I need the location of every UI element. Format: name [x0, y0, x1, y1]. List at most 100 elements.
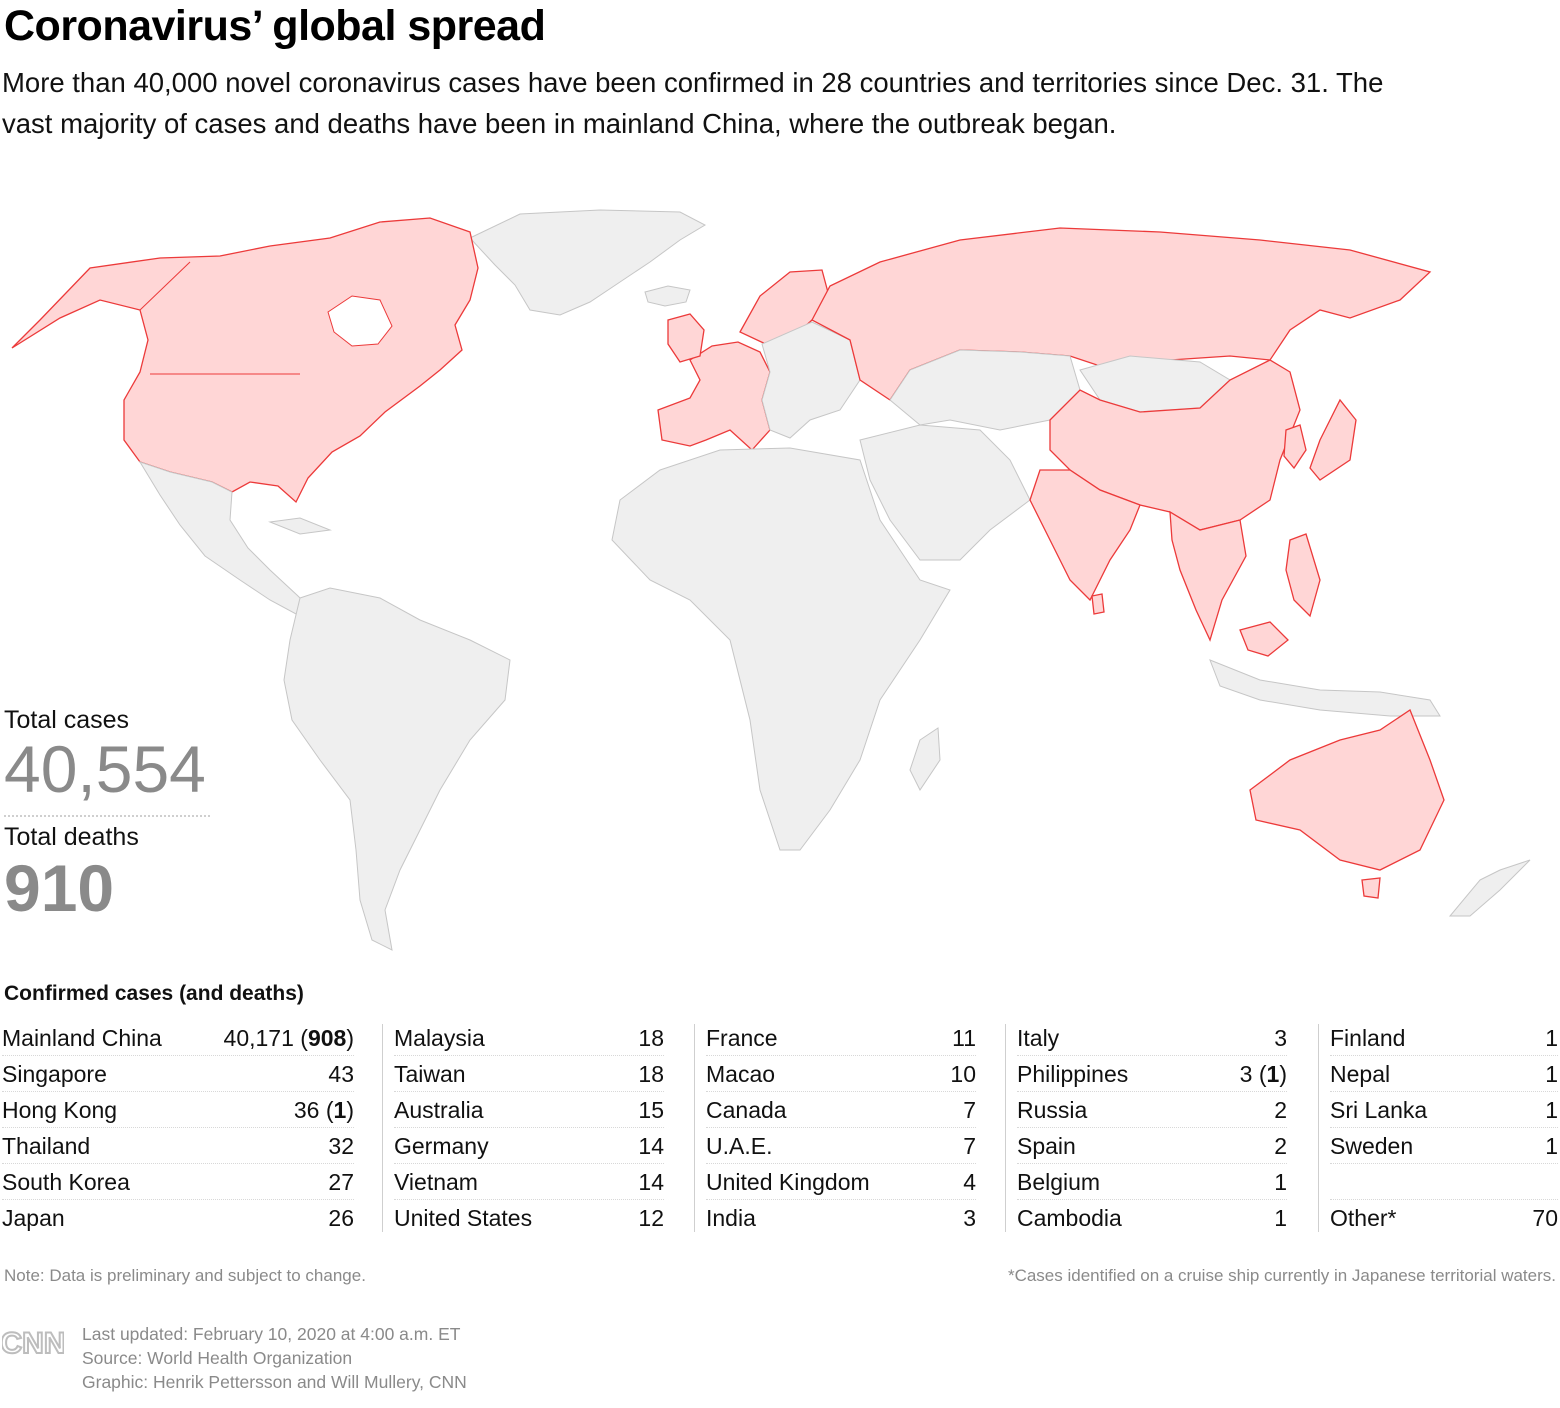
cases-value: 1 [1545, 1133, 1558, 1159]
total-deaths-value: 910 [4, 851, 115, 925]
case-count: 43 [328, 1056, 354, 1092]
page-title: Coronavirus’ global spread [4, 2, 546, 50]
cases-value: 1 [1545, 1025, 1558, 1051]
source: Source: World Health Organization [82, 1348, 353, 1368]
table-column: Malaysia 18 Taiwan 18 Australia 15 Germany 14 Vi… [382, 1020, 664, 1236]
case-count: 27 [328, 1164, 354, 1200]
country-name: Macao [706, 1061, 776, 1087]
case-count: 26 [328, 1200, 354, 1236]
cases-value: 1 [1545, 1061, 1558, 1087]
case-count: 14 [638, 1128, 664, 1164]
cases-value: 3 [1274, 1025, 1287, 1051]
table-row: Australia 15 [394, 1092, 664, 1128]
map-middle-east [859, 424, 1031, 561]
table-row: India 3 [706, 1200, 976, 1236]
map-madagascar [909, 727, 941, 791]
case-count: 11 [952, 1020, 976, 1056]
cases-value: 4 [963, 1169, 976, 1195]
case-count: 1 [1545, 1056, 1558, 1092]
case-count: 2 [1274, 1092, 1287, 1128]
total-cases-label: Total cases [4, 706, 130, 734]
table-row: Russia 2 [1017, 1092, 1287, 1128]
table-row: Mainland China 40,171 (908) [2, 1020, 354, 1056]
map-india [1029, 469, 1141, 602]
map-japan [1309, 398, 1357, 481]
case-count: 7 [963, 1092, 976, 1128]
country-name: India [706, 1205, 756, 1231]
country-name: Malaysia [394, 1025, 485, 1051]
country-name: Spain [1017, 1133, 1076, 1159]
cases-value: 11 [952, 1025, 976, 1051]
country-name: France [706, 1025, 778, 1051]
map-philippines [1285, 533, 1321, 618]
table-column: Mainland China 40,171 (908) Singapore 43 Hon… [2, 1020, 354, 1236]
deaths-value: 908 [307, 1025, 347, 1051]
cases-value: 18 [638, 1061, 664, 1087]
case-count: 18 [638, 1056, 664, 1092]
map-hudson-bay [327, 295, 393, 347]
case-count: 36 (1) [293, 1097, 354, 1123]
table-row: Sweden 1 [1330, 1128, 1558, 1164]
map-sri-lanka [1091, 593, 1105, 615]
country-name: Sri Lanka [1330, 1097, 1428, 1123]
table-row: U.A.E. 7 [706, 1128, 976, 1164]
cases-value: 2 [1274, 1097, 1287, 1123]
case-count: 32 [328, 1128, 354, 1164]
table-row: Singapore 43 [2, 1056, 354, 1092]
cases-value: 70 [1532, 1205, 1558, 1231]
country-name: Nepal [1330, 1061, 1391, 1087]
cases-value: 14 [638, 1133, 664, 1159]
deaths-value: 1 [333, 1097, 347, 1123]
table-row: Taiwan 18 [394, 1056, 664, 1092]
country-name: Australia [394, 1097, 484, 1123]
table-row: Finland 1 [1330, 1020, 1558, 1056]
country-name: Belgium [1017, 1169, 1101, 1195]
cases-table: Mainland China 40,171 (908) Singapore 43 Hon… [0, 1020, 1560, 1236]
case-count: 12 [638, 1200, 664, 1236]
table-row: Malaysia 18 [394, 1020, 664, 1056]
table-row: United States 12 [394, 1200, 664, 1236]
country-name: Russia [1017, 1097, 1088, 1123]
map-korea [1283, 424, 1307, 470]
cases-value: 1 [1274, 1205, 1287, 1231]
table-row: Macao 10 [706, 1056, 976, 1092]
deaths-value: 1 [1266, 1061, 1280, 1087]
total-cases-value: 40,554 [4, 732, 206, 806]
table-column: France 11 Macao 10 Canada 7 U.A.E. 7 United King… [694, 1020, 976, 1236]
table-row: Canada 7 [706, 1092, 976, 1128]
page-subtitle: More than 40,000 novel coronavirus cases… [2, 67, 1384, 139]
map-southeast-asia [1169, 510, 1247, 642]
table-row: France 11 [706, 1020, 976, 1056]
cases-value: 27 [328, 1169, 354, 1195]
country-name: Thailand [2, 1133, 91, 1159]
table-row: Spain 2 [1017, 1128, 1287, 1164]
cases-value: 1 [1274, 1169, 1287, 1195]
country-name: Singapore [2, 1061, 107, 1087]
table-column: Finland 1 Nepal 1 Sri Lanka 1 Sweden 1 Other* 70 [1318, 1020, 1558, 1236]
svg-text:CNN: CNN [2, 1327, 64, 1360]
country-name: Germany [394, 1133, 489, 1159]
case-count: 3 (1) [1239, 1061, 1287, 1087]
cruise-ship-footnote: *Cases identified on a cruise ship curre… [1007, 1266, 1556, 1285]
table-row: Belgium 1 [1017, 1164, 1287, 1200]
cases-value: 3 [963, 1205, 976, 1231]
map-uk [667, 313, 705, 363]
country-name: Taiwan [394, 1061, 466, 1087]
case-count: 2 [1274, 1128, 1287, 1164]
cases-value: 2 [1274, 1133, 1287, 1159]
country-name: Philippines [1017, 1061, 1129, 1087]
cases-value: 14 [638, 1169, 664, 1195]
case-count: 70 [1532, 1200, 1558, 1236]
table-row [1330, 1164, 1558, 1200]
map-indonesia [1209, 659, 1441, 717]
country-name: Other* [1330, 1205, 1397, 1231]
table-row: Nepal 1 [1330, 1056, 1558, 1092]
case-count: 40,171 (908) [223, 1025, 354, 1051]
cases-value: 12 [638, 1205, 664, 1231]
table-row: Sri Lanka 1 [1330, 1092, 1558, 1128]
world-map [0, 200, 1560, 960]
cases-value: 3 [1239, 1061, 1253, 1087]
country-name: United States [394, 1205, 533, 1231]
case-count: 3 [963, 1200, 976, 1236]
case-count: 7 [963, 1128, 976, 1164]
